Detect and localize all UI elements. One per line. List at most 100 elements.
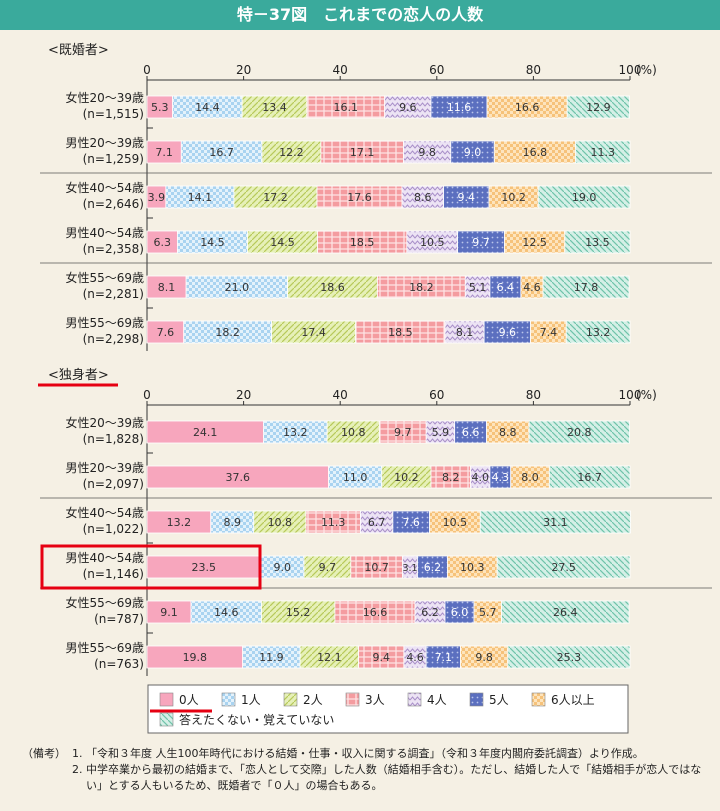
data-label: 18.6 [320,281,345,294]
data-label: 11.0 [343,471,368,484]
row-n-label: (n=1,146) [83,567,144,581]
note-number: 2. [72,763,83,776]
data-label: 37.6 [226,471,251,484]
data-label: 8.2 [442,471,460,484]
data-label: 8.0 [521,471,539,484]
data-label: 23.5 [192,561,217,574]
bar-segment [566,95,630,119]
legend-label: 答えたくない・覚えていない [179,712,334,727]
row-n-label: (n=1,022) [83,522,144,536]
data-label: 8.9 [223,516,241,529]
bar-segment [565,320,631,344]
data-label: 8.1 [456,326,474,339]
data-label: 17.8 [574,281,599,294]
axis-unit: (%) [636,63,657,77]
row-label: 女性40～54歳 [65,180,144,195]
axis-tick-label: 40 [333,63,348,77]
data-label: 3.9 [148,191,166,204]
data-label: 26.4 [553,606,578,619]
data-label: 4.0 [472,471,490,484]
legend-label: 3人 [365,693,385,707]
legend-label: 0人 [179,693,199,707]
data-label: 8.1 [158,281,176,294]
row-n-label: (n=763) [94,657,144,671]
bar-segment [548,465,631,489]
data-label: 16.6 [363,606,388,619]
row-label: 男性55～69歳 [65,316,144,330]
row-n-label: (n=2,097) [83,477,144,491]
notes-lead: （備考） [22,747,66,760]
data-label: 10.7 [364,561,389,574]
data-label: 11.9 [259,651,284,664]
data-label: 10.2 [501,191,526,204]
legend-label: 4人 [427,693,447,707]
data-label: 9.4 [458,191,476,204]
axis-tick-label: 20 [236,388,251,402]
data-label: 7.1 [155,146,173,159]
data-label: 10.5 [420,236,445,249]
data-label: 7.6 [402,516,420,529]
data-label: 13.4 [262,101,287,114]
data-label: 19.8 [183,651,208,664]
legend-swatch [159,712,174,727]
data-label: 9.7 [394,426,412,439]
data-label: 16.8 [523,146,548,159]
data-label: 9.8 [475,651,493,664]
data-label: 11.6 [447,101,472,114]
row-n-label: (n=1,515) [83,107,144,121]
legend-label: 5人 [489,693,509,707]
data-label: 17.4 [301,326,326,339]
data-label: 16.1 [334,101,359,114]
data-label: 4.6 [406,651,424,664]
data-label: 11.3 [590,146,615,159]
legend-swatch [221,692,236,707]
data-label: 14.4 [195,101,220,114]
row-label: 女性55～69歳 [65,270,144,285]
data-label: 15.2 [286,606,311,619]
row-label: 女性55～69歳 [65,595,144,610]
data-label: 17.1 [350,146,375,159]
data-label: 17.2 [263,191,288,204]
data-label: 9.6 [499,326,517,339]
data-label: 9.7 [319,561,337,574]
row-label: 男性20～39歳 [65,136,144,150]
data-label: 16.7 [209,146,234,159]
stacked-bar-chart: <既婚者>0 20 40 60 80 100(%)女性20～39歳(n=1,515) 5.3… [38,43,712,734]
data-label: 14.1 [188,191,213,204]
row-label: 女性20～39歳 [65,415,144,430]
legend-swatch [159,692,174,707]
highlight-box [40,544,262,590]
note-text: 「令和３年度 人生100年時代における結婚・仕事・収入に関する調査」（令和３年度… [86,747,644,760]
data-label: 25.3 [557,651,582,664]
data-label: 13.2 [283,426,308,439]
data-label: 9.1 [160,606,178,619]
data-label: 7.4 [540,326,558,339]
data-label: 19.0 [572,191,597,204]
row-label: 男性40～54歳 [65,551,144,565]
bar-segment [575,140,631,164]
data-label: 5.7 [479,606,497,619]
bar-segment [537,185,631,209]
row-n-label: (n=1,259) [83,152,144,166]
legend-swatch [345,692,360,707]
data-label: 10.5 [443,516,468,529]
data-label: 13.5 [585,236,610,249]
data-label: 31.1 [543,516,568,529]
row-label: 男性55～69歳 [65,641,144,655]
data-label: 8.6 [414,191,432,204]
row-label: 男性20～39歳 [65,461,144,475]
data-label: 6.7 [368,516,386,529]
data-label: 13.2 [167,516,192,529]
row-label: 女性40～54歳 [65,505,144,520]
row-n-label: (n=1,828) [83,432,144,446]
data-label: 9.8 [418,146,436,159]
data-label: 18.5 [350,236,375,249]
data-label: 16.6 [515,101,540,114]
notes: （備考） 1. 「令和３年度 人生100年時代における結婚・仕事・収入に関する調… [22,746,712,794]
data-label: 6.4 [497,281,515,294]
data-label: 7.6 [157,326,175,339]
data-label: 3.1 [402,563,417,574]
legend-label: 1人 [241,693,261,707]
data-label: 5.1 [469,281,487,294]
bar-segment [507,645,631,669]
